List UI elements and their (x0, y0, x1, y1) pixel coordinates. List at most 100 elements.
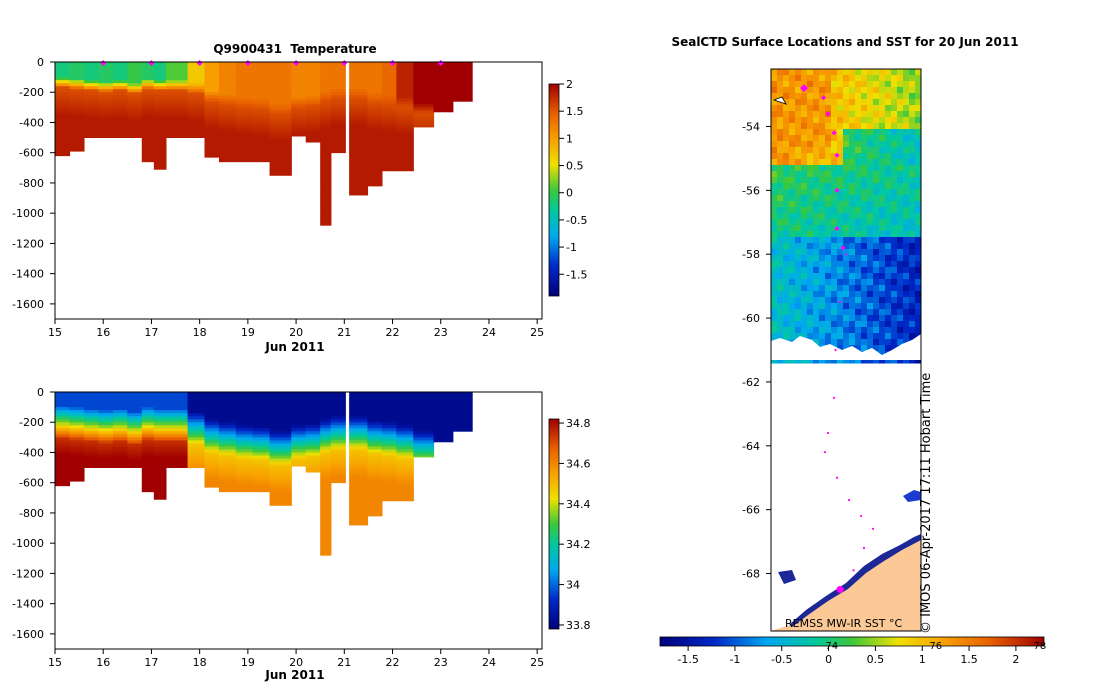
sst-cell (891, 81, 898, 88)
sst-cell (849, 219, 856, 226)
sst-cell (801, 105, 808, 112)
salinity-cell (69, 470, 85, 475)
sst-cell (771, 231, 778, 238)
temperature-cell (396, 110, 414, 114)
salinity-cell (112, 416, 128, 420)
sst-cell (789, 231, 796, 238)
temperature-cell (396, 161, 414, 166)
sst-cell (867, 321, 874, 328)
salinity-cell (396, 467, 414, 472)
temperature-cell (153, 167, 167, 170)
temperature-cell (55, 119, 71, 123)
sst-cell (825, 267, 832, 274)
temperature-cell (367, 122, 383, 126)
temperature-cell (55, 62, 71, 66)
salinity-cell (367, 458, 383, 462)
salinity-cell (141, 416, 155, 420)
sst-cell (873, 303, 880, 310)
sst-cell (777, 279, 784, 286)
temperature-cell (141, 128, 155, 132)
sst-cell (897, 117, 904, 124)
salinity-cell (367, 398, 383, 402)
salinity-cell (141, 401, 155, 405)
sst-cell (789, 267, 796, 274)
colorbar-tick-label: 34 (566, 579, 580, 592)
sst-cell (861, 93, 868, 100)
sst-cell (909, 111, 916, 118)
salinity-cell (330, 395, 346, 399)
sst-cell (879, 153, 886, 160)
salinity-cell (330, 479, 346, 484)
temperature-cell (141, 158, 155, 163)
temperature-cell (127, 68, 143, 72)
sst-cell (789, 105, 796, 112)
temperature-cell (112, 65, 128, 69)
salinity-cell (127, 398, 143, 402)
sst-cell (795, 147, 802, 154)
salinity-cell (291, 416, 307, 420)
salinity-cell (55, 476, 71, 481)
salinity-cell (396, 419, 414, 423)
sst-cell (897, 75, 904, 82)
temperature-cell (349, 182, 369, 187)
y-tick-label: -1400 (12, 598, 44, 611)
y-tick-label: -1600 (12, 298, 44, 311)
temperature-cell (269, 110, 292, 114)
salinity-cell (252, 407, 271, 411)
sst-cell (861, 297, 868, 304)
salinity-cell (141, 467, 155, 472)
sst-cell (873, 279, 880, 286)
salinity-cell (69, 398, 85, 402)
salinity-cell (55, 470, 71, 475)
salinity-cell (235, 416, 254, 420)
temperature-cell (396, 164, 414, 169)
temperature-cell (69, 116, 85, 120)
salinity-cell (396, 443, 414, 447)
sst-cell (855, 141, 862, 148)
sst-cell (783, 165, 790, 172)
sst-cell (915, 147, 921, 154)
temperature-cell (349, 128, 369, 132)
temperature-cell (83, 128, 99, 132)
salinity-cell (269, 446, 292, 450)
salinity-cell (320, 485, 332, 490)
salinity-cell (204, 401, 220, 405)
salinity-cell (381, 431, 397, 435)
temperature-cell (83, 116, 99, 120)
temperature-cell (381, 158, 397, 163)
temperature-cell (330, 89, 346, 93)
sst-cell (801, 69, 808, 76)
salinity-cell (396, 488, 414, 493)
sst-cell (879, 201, 886, 208)
sst-cell (861, 141, 868, 148)
sst-cell (903, 81, 910, 88)
sst-cell (771, 321, 778, 328)
salinity-cell (252, 425, 271, 429)
salinity-cell (396, 458, 414, 462)
salinity-cell (349, 443, 369, 447)
salinity-cell (218, 431, 237, 435)
sst-cell (813, 69, 820, 76)
temperature-cell (396, 155, 414, 160)
sst-cell (789, 159, 796, 166)
sst-cell (837, 93, 844, 100)
sst-cell (795, 123, 802, 130)
salinity-cell (187, 401, 206, 405)
salinity-cell (235, 437, 254, 441)
sst-cell (789, 357, 796, 364)
salinity-cell (291, 401, 307, 405)
sst-cell (897, 153, 904, 160)
temperature-cell (349, 122, 369, 126)
temperature-cell (187, 80, 206, 84)
salinity-cell (367, 494, 383, 499)
salinity-cell (141, 392, 155, 396)
sst-cell (867, 201, 874, 208)
sst-cell (807, 75, 814, 82)
temperature-cell (55, 152, 71, 157)
sst-cell (849, 75, 856, 82)
sst-cell (783, 177, 790, 184)
temperature-cell (218, 86, 237, 90)
sst-cell (855, 159, 862, 166)
salinity-cell (396, 434, 414, 438)
temperature-cell (330, 125, 346, 129)
